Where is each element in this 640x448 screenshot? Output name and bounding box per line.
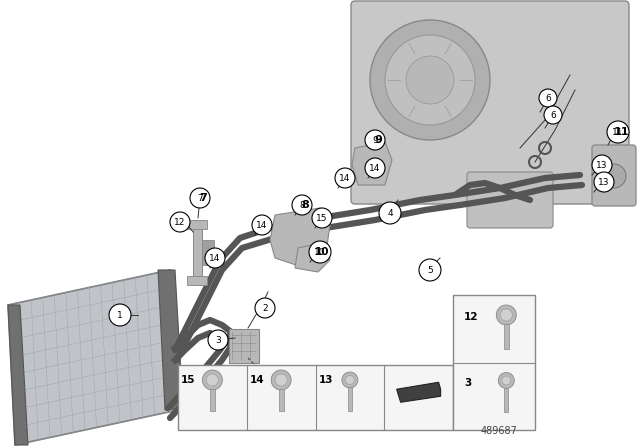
Polygon shape — [270, 208, 330, 268]
Circle shape — [309, 241, 331, 263]
Circle shape — [335, 168, 355, 188]
Text: 12: 12 — [174, 217, 186, 227]
Text: 3: 3 — [215, 336, 221, 345]
Bar — [193, 220, 202, 285]
Circle shape — [379, 202, 401, 224]
Text: 6: 6 — [545, 94, 551, 103]
Text: 13: 13 — [596, 160, 608, 169]
Text: 6: 6 — [550, 111, 556, 120]
Text: 2: 2 — [262, 303, 268, 313]
Circle shape — [202, 370, 222, 390]
Bar — [187, 220, 207, 229]
Text: 14: 14 — [256, 220, 268, 229]
Circle shape — [190, 188, 210, 208]
Text: 15: 15 — [181, 375, 196, 385]
Bar — [178, 365, 453, 430]
Bar — [504, 388, 508, 412]
Circle shape — [271, 370, 291, 390]
Circle shape — [406, 56, 454, 104]
Circle shape — [252, 215, 272, 235]
Bar — [202, 240, 214, 265]
FancyBboxPatch shape — [592, 145, 636, 206]
Text: 5: 5 — [427, 266, 433, 275]
Text: 3: 3 — [464, 378, 472, 388]
Circle shape — [109, 304, 131, 326]
Bar — [453, 295, 535, 430]
Circle shape — [365, 158, 385, 178]
Circle shape — [342, 372, 358, 388]
Circle shape — [592, 155, 612, 175]
Circle shape — [594, 172, 614, 192]
Bar — [210, 389, 215, 411]
Text: 9: 9 — [374, 135, 382, 145]
Circle shape — [292, 195, 312, 215]
Circle shape — [255, 298, 275, 318]
Circle shape — [385, 35, 475, 125]
FancyBboxPatch shape — [229, 329, 259, 363]
Text: 7: 7 — [199, 193, 207, 203]
Bar — [504, 324, 509, 349]
Circle shape — [496, 305, 516, 325]
Text: 489687: 489687 — [481, 426, 518, 436]
Text: 4: 4 — [387, 208, 393, 217]
Text: 14: 14 — [339, 173, 351, 182]
Circle shape — [539, 89, 557, 107]
FancyBboxPatch shape — [351, 1, 629, 204]
Circle shape — [365, 130, 385, 150]
Bar — [348, 387, 352, 411]
Circle shape — [312, 208, 332, 228]
Polygon shape — [158, 270, 183, 410]
Circle shape — [208, 330, 228, 350]
Text: 14: 14 — [369, 164, 381, 172]
Text: 8: 8 — [299, 201, 305, 210]
Text: 1: 1 — [117, 310, 123, 319]
Text: 13: 13 — [319, 375, 333, 385]
FancyBboxPatch shape — [467, 172, 553, 228]
Circle shape — [206, 374, 218, 386]
Text: 7: 7 — [197, 194, 203, 202]
Circle shape — [419, 259, 441, 281]
Text: 11: 11 — [613, 127, 628, 137]
Text: 14: 14 — [250, 375, 264, 385]
Circle shape — [346, 375, 355, 384]
Circle shape — [602, 164, 626, 188]
Circle shape — [544, 106, 562, 124]
Text: 11: 11 — [612, 128, 624, 137]
Polygon shape — [295, 242, 330, 272]
Text: 14: 14 — [209, 254, 221, 263]
Text: 15: 15 — [316, 214, 328, 223]
Circle shape — [370, 20, 490, 140]
Text: 13: 13 — [598, 177, 610, 186]
Bar — [187, 276, 207, 285]
Text: 10: 10 — [314, 247, 326, 257]
Polygon shape — [8, 270, 178, 445]
Circle shape — [502, 376, 511, 385]
Polygon shape — [8, 305, 28, 445]
Text: 10: 10 — [315, 247, 329, 257]
Text: 9: 9 — [372, 135, 378, 145]
Circle shape — [275, 374, 287, 386]
Circle shape — [607, 121, 629, 143]
Circle shape — [499, 372, 515, 388]
Polygon shape — [352, 142, 392, 185]
Text: 8: 8 — [301, 200, 309, 210]
Circle shape — [205, 248, 225, 268]
Text: 12: 12 — [464, 312, 478, 322]
Circle shape — [170, 212, 190, 232]
Circle shape — [500, 309, 512, 321]
Bar — [278, 389, 284, 411]
Polygon shape — [397, 382, 440, 402]
